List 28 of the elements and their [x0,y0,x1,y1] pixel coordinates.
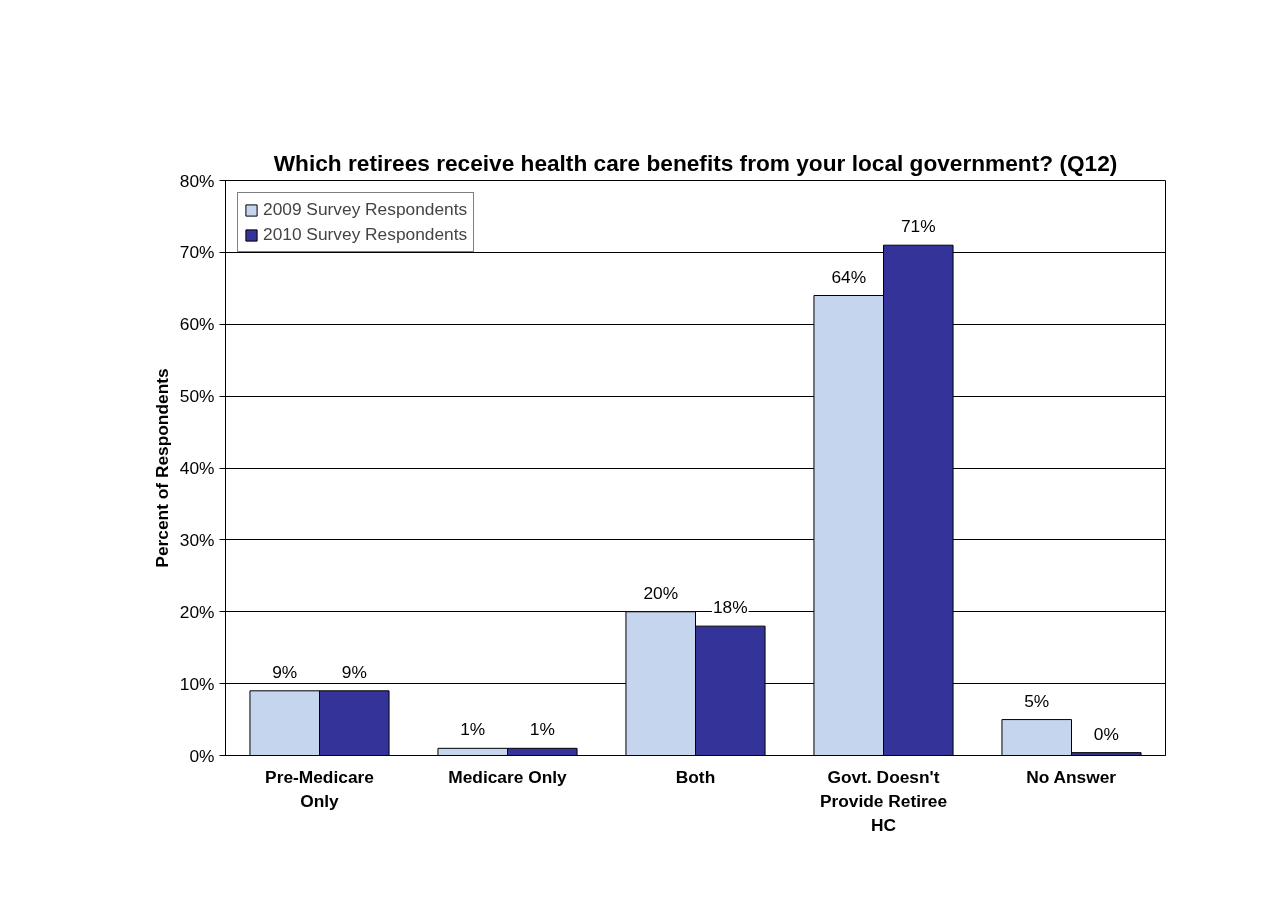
y-axis-title: Percent of Respondents [151,368,172,568]
data-label: 64% [831,266,867,287]
y-tick-label: 40% [179,458,215,478]
x-tick-label: Govt. Doesn't Provide Retiree HC [819,766,948,835]
data-label: 9% [341,661,367,682]
data-label: 1% [529,719,555,740]
data-label: 20% [643,582,679,603]
data-label: 0% [1093,723,1119,744]
y-tick-label: 20% [179,601,215,622]
data-label: 1% [460,719,486,740]
data-label: 9% [272,661,298,682]
y-tick-label: 80% [179,170,215,191]
data-label: 5% [1024,690,1050,711]
chart-title: Which retirees receive health care benefits from your local government? (Q12) [273,149,1118,176]
x-tick-label: Pre-Medicare Only [265,766,375,811]
x-tick-label: No Answer [1026,766,1117,787]
legend-label: 2009 Survey Respondents [263,199,468,220]
x-tick-label: Both [675,766,716,787]
data-label: 18% [712,597,748,618]
y-tick-label: 10% [179,673,215,694]
y-tick-label: 70% [179,242,215,263]
data-label: 71% [900,216,936,237]
y-tick-label: 0% [189,745,215,766]
x-tick-label: Medicare Only [448,766,568,787]
y-tick-label: 60% [179,314,215,335]
y-tick-label: 30% [179,529,215,550]
y-tick-label: 50% [179,386,215,407]
legend-label: 2010 Survey Respondents [263,224,468,245]
